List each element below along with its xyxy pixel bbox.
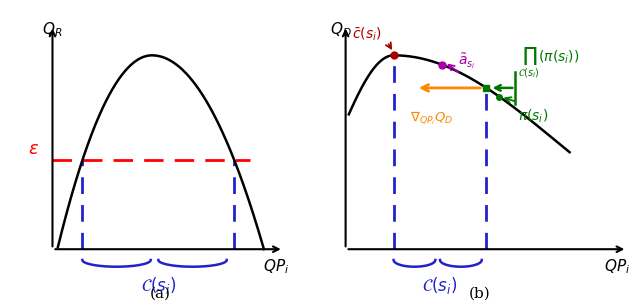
Text: $\tilde{a}_{s_i}$: $\tilde{a}_{s_i}$ <box>458 52 475 72</box>
Text: $\mathcal{C}(s_i)$: $\mathcal{C}(s_i)$ <box>141 275 176 296</box>
Text: $\bar{c}(s_i)$: $\bar{c}(s_i)$ <box>352 26 381 43</box>
Text: $\epsilon$: $\epsilon$ <box>28 140 39 158</box>
Text: $Q_D$: $Q_D$ <box>330 20 351 39</box>
Text: $\pi(s_i)$: $\pi(s_i)$ <box>518 107 548 125</box>
Text: (b): (b) <box>469 287 491 301</box>
Text: $QP_i$: $QP_i$ <box>263 257 289 276</box>
Text: $\prod_{\mathcal{C}(s_i)}(\pi(s_i))$: $\prod_{\mathcal{C}(s_i)}(\pi(s_i))$ <box>518 45 580 80</box>
Text: (a): (a) <box>150 287 170 301</box>
Text: $\mathcal{C}(s_i)$: $\mathcal{C}(s_i)$ <box>422 275 458 296</box>
Text: $Q_R$: $Q_R$ <box>42 20 62 39</box>
Text: $\nabla_{QP_i} Q_D$: $\nabla_{QP_i} Q_D$ <box>410 110 453 127</box>
Text: $QP_i$: $QP_i$ <box>604 257 630 276</box>
